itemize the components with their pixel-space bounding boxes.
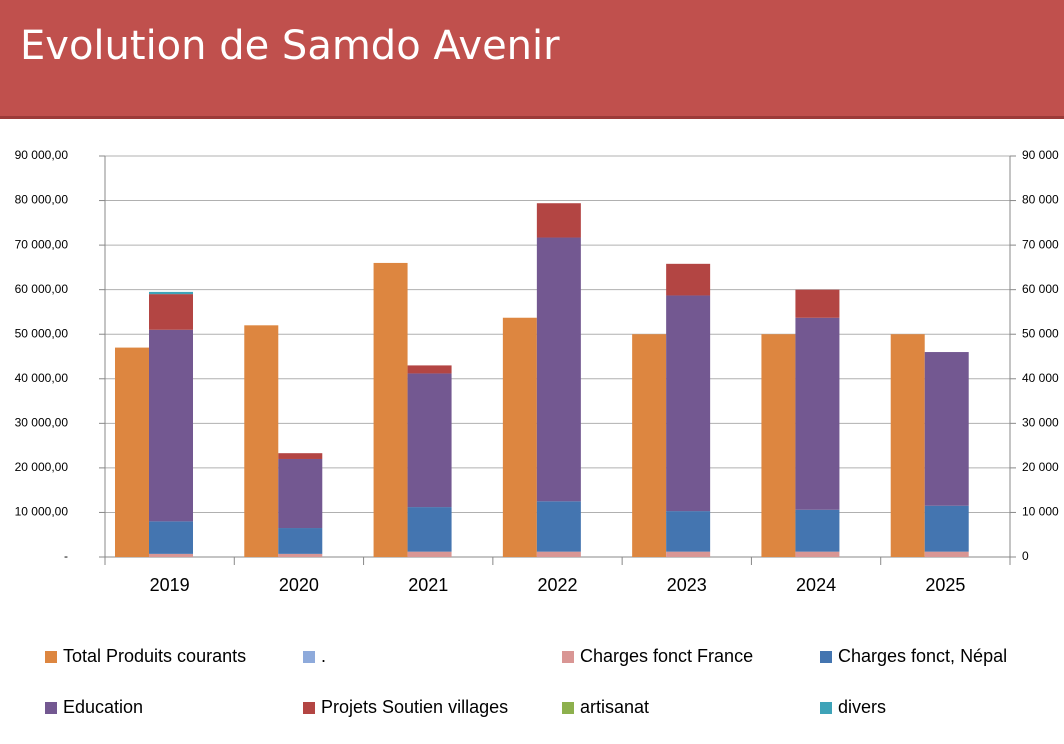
legend-swatch [303, 702, 315, 714]
legend-label: artisanat [580, 697, 649, 717]
bar [149, 291, 193, 295]
legend-swatch [562, 651, 574, 663]
legend-label: divers [838, 697, 886, 717]
bar [761, 334, 796, 557]
bar [536, 237, 581, 502]
y2-tick-label: 30 000 [1022, 416, 1059, 430]
y2-tick-label: 80 000 [1022, 193, 1059, 207]
bar [278, 553, 323, 557]
y2-tick-label: 0 [1022, 549, 1029, 563]
legend-label: Charges fonct France [580, 646, 753, 666]
bar [278, 528, 323, 554]
bar [278, 458, 323, 529]
bar [149, 553, 193, 557]
y2-tick-label: 60 000 [1022, 282, 1059, 296]
bar [666, 551, 711, 557]
bar [890, 334, 925, 557]
y-tick-label: 20 000,00 [15, 460, 69, 474]
y2-tick-label: 50 000 [1022, 326, 1059, 340]
bar [278, 453, 323, 459]
header-band [0, 0, 1064, 118]
legend-label: Education [63, 697, 143, 717]
y2-tick-label: 40 000 [1022, 371, 1059, 385]
bar [795, 289, 840, 318]
bar [407, 365, 452, 374]
legend-swatch [820, 651, 832, 663]
legend-label: Total Produits courants [63, 646, 246, 666]
bar [666, 511, 711, 552]
y-tick-label: 50 000,00 [15, 326, 69, 340]
y-tick-label: 80 000,00 [15, 193, 69, 207]
bar [924, 505, 969, 552]
bar [795, 509, 840, 552]
bar [795, 317, 840, 510]
legend-swatch [45, 702, 57, 714]
bar [149, 329, 193, 522]
legend-swatch [303, 651, 315, 663]
bar [536, 501, 581, 552]
y2-tick-label: 90 000 [1022, 148, 1059, 162]
bar [502, 317, 537, 557]
legend-label: . [321, 646, 326, 666]
bar [924, 551, 969, 557]
x-tick-label: 2022 [537, 575, 577, 595]
y-tick-label: 90 000,00 [15, 148, 69, 162]
legend-label: Charges fonct, Népal [838, 646, 1007, 666]
x-tick-label: 2024 [796, 575, 836, 595]
legend-swatch [562, 702, 574, 714]
bar [149, 294, 193, 330]
y-tick-label: 10 000,00 [15, 505, 69, 519]
bar [407, 507, 452, 552]
bar [407, 551, 452, 557]
bar [149, 521, 193, 554]
bar [924, 352, 969, 506]
bar [115, 347, 149, 557]
bar [536, 203, 581, 238]
x-tick-label: 2020 [279, 575, 319, 595]
bar [373, 262, 408, 557]
legend-swatch [820, 702, 832, 714]
bar [666, 263, 711, 296]
legend-swatch [45, 651, 57, 663]
y2-tick-label: 70 000 [1022, 237, 1059, 251]
x-tick-label: 2023 [667, 575, 707, 595]
y-tick-label: - [64, 549, 68, 563]
y2-tick-label: 20 000 [1022, 460, 1059, 474]
bar [666, 295, 711, 512]
bar [632, 334, 667, 557]
legend-label: Projets Soutien villages [321, 697, 508, 717]
bar [536, 551, 581, 557]
y-tick-label: 70 000,00 [15, 237, 69, 251]
y-tick-label: 60 000,00 [15, 282, 69, 296]
header-border [0, 116, 1064, 119]
y-tick-label: 40 000,00 [15, 371, 69, 385]
x-tick-label: 2019 [150, 575, 190, 595]
x-tick-label: 2021 [408, 575, 448, 595]
y-tick-label: 30 000,00 [15, 416, 69, 430]
y2-tick-label: 10 000 [1022, 505, 1059, 519]
bar [795, 551, 840, 557]
bar [407, 373, 452, 508]
chart-title: Evolution de Samdo Avenir [20, 23, 560, 69]
x-tick-label: 2025 [925, 575, 965, 595]
bar [244, 325, 279, 557]
